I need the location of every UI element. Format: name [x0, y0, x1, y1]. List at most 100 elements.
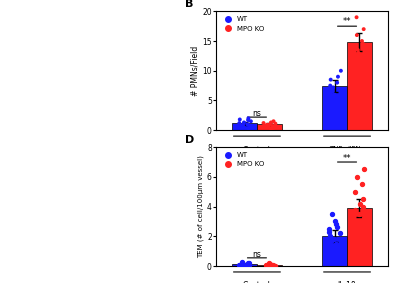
Point [357, 201, 363, 206]
Text: A: A [2, 4, 11, 14]
Bar [257, 124, 282, 130]
Bar [232, 123, 257, 130]
Point [360, 204, 366, 209]
Point [356, 68, 362, 73]
Text: MPO KO: MPO KO [138, 4, 173, 13]
Point [245, 261, 251, 266]
Point [246, 123, 252, 128]
Point [360, 27, 367, 31]
Point [338, 68, 344, 73]
Point [240, 123, 246, 127]
Point [245, 264, 252, 268]
Point [360, 197, 366, 201]
Point [358, 57, 365, 61]
Point [330, 85, 336, 90]
Point [360, 42, 366, 46]
Point [267, 261, 273, 266]
Point [331, 95, 338, 100]
Point [358, 227, 364, 231]
Text: **: ** [343, 154, 351, 162]
Point [265, 124, 272, 129]
Point [241, 263, 248, 267]
Bar [322, 236, 347, 266]
Point [266, 262, 272, 267]
Point [332, 219, 338, 224]
Point [333, 222, 340, 227]
Point [263, 263, 270, 267]
Point [266, 261, 272, 265]
Bar [232, 264, 257, 266]
Text: Muscle: Muscle [6, 198, 16, 227]
Point [328, 256, 335, 261]
Point [268, 127, 274, 131]
Point [248, 119, 254, 123]
Point [331, 92, 338, 97]
Point [243, 264, 249, 268]
Point [355, 51, 362, 55]
Point [272, 264, 278, 268]
Y-axis label: # PMNs/Field: # PMNs/Field [190, 46, 200, 96]
Point [334, 80, 340, 85]
Point [351, 80, 358, 85]
Point [332, 246, 338, 250]
Point [272, 121, 279, 126]
Point [326, 86, 332, 91]
Point [360, 167, 367, 172]
Point [236, 262, 242, 267]
Point [264, 123, 270, 127]
Point [270, 126, 277, 130]
Point [260, 121, 267, 125]
Text: ns: ns [252, 109, 261, 118]
Point [353, 15, 360, 20]
Point [326, 227, 333, 231]
Point [239, 259, 246, 264]
Text: WT: WT [40, 4, 55, 13]
Point [359, 39, 365, 43]
Point [245, 118, 251, 122]
Point [262, 123, 269, 128]
Point [335, 74, 341, 79]
Point [272, 264, 278, 268]
Point [246, 261, 252, 265]
Point [335, 104, 342, 109]
Text: TNFα/IFNγ: TNFα/IFNγ [329, 146, 365, 152]
Point [269, 263, 276, 267]
Legend: WT, MPO KO: WT, MPO KO [220, 151, 266, 169]
Text: Intestine: Intestine [6, 52, 16, 89]
Point [328, 98, 334, 103]
Point [271, 125, 278, 130]
Point [328, 77, 334, 82]
Point [355, 48, 361, 52]
Bar [347, 208, 372, 266]
Point [326, 230, 332, 234]
Point [245, 116, 252, 121]
Text: **: ** [343, 17, 351, 26]
Point [241, 120, 247, 125]
Point [245, 126, 252, 131]
Point [354, 33, 360, 37]
Point [245, 261, 251, 265]
Bar [347, 42, 372, 130]
Point [327, 83, 334, 88]
Point [236, 121, 242, 125]
Bar [257, 265, 282, 266]
Point [241, 125, 247, 130]
Point [236, 117, 243, 122]
Point [354, 175, 360, 179]
Text: Control: Control [243, 282, 271, 283]
Text: ns: ns [252, 250, 261, 259]
Point [360, 45, 367, 49]
Y-axis label: TEM (# of cell/100μm vessel): TEM (# of cell/100μm vessel) [198, 155, 204, 258]
Point [333, 241, 339, 246]
Point [331, 237, 338, 242]
Point [268, 262, 274, 267]
Point [352, 207, 358, 212]
Point [353, 249, 359, 254]
Text: C: C [2, 146, 10, 156]
Point [268, 120, 274, 125]
Point [247, 124, 254, 129]
Point [360, 216, 367, 221]
Point [328, 239, 334, 243]
Point [328, 249, 334, 254]
Point [270, 124, 276, 128]
